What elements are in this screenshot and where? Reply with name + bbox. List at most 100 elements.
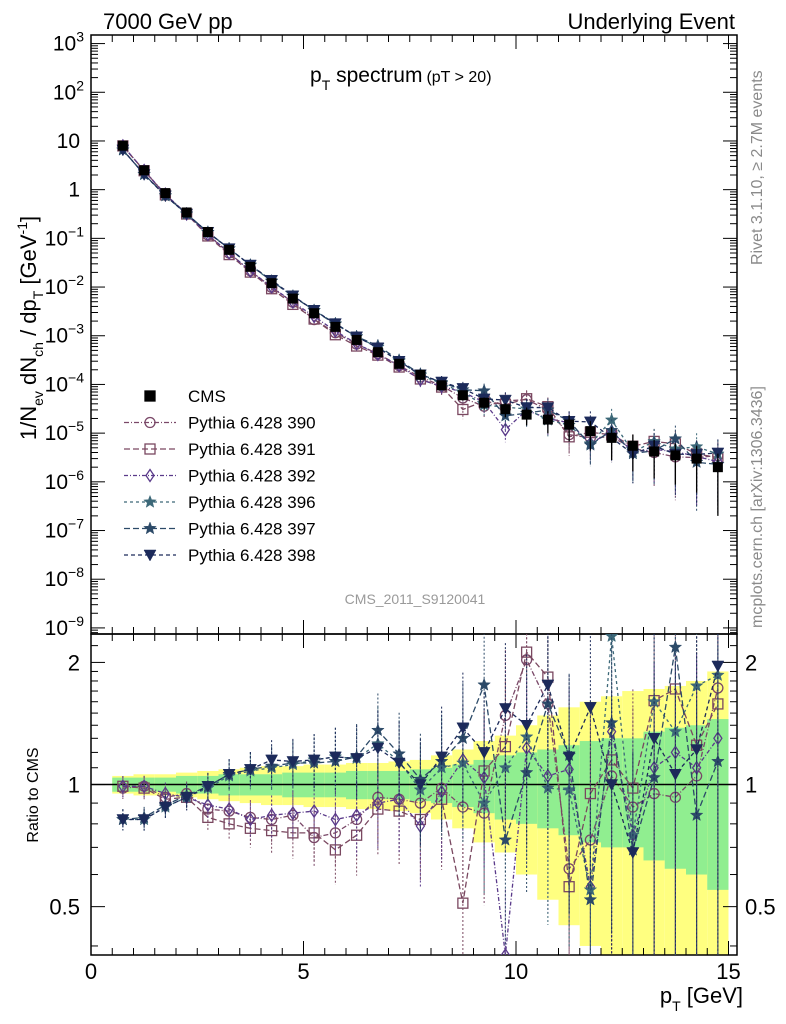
ratio-point	[604, 715, 619, 729]
ratio-point	[371, 742, 385, 755]
data-point	[585, 426, 596, 437]
legend-marker	[143, 494, 157, 508]
ratio-point	[456, 722, 470, 735]
mcplots-url-label: mcplots.cern.ch [arXiv:1306.3436]	[749, 386, 766, 628]
ratio-point	[606, 724, 617, 739]
x-tick-label: 0	[85, 959, 97, 984]
data-point	[287, 293, 298, 304]
ratio-point	[583, 892, 598, 906]
ratio-point	[224, 801, 234, 817]
ratio-point	[137, 814, 151, 827]
series-point	[711, 447, 725, 460]
ratio-point	[647, 770, 661, 784]
ratio-point	[203, 797, 213, 813]
ratio-frame	[90, 633, 738, 956]
ratio-point	[647, 733, 661, 745]
ratio-tick-label-right: 0.5	[745, 895, 776, 920]
xlabel-main: p	[660, 983, 672, 1008]
ratio-point	[498, 703, 512, 715]
ratio-point	[351, 808, 362, 823]
data-point	[670, 450, 681, 461]
ratio-point	[307, 754, 321, 767]
ratio-point	[158, 801, 172, 814]
series-point	[498, 394, 512, 407]
legend-label: Pythia 6.428 398	[188, 546, 316, 565]
legend-label: Pythia 6.428 397	[188, 520, 316, 539]
data-point	[160, 188, 171, 199]
ratio-point	[328, 751, 342, 764]
y-tick-label: 10−5	[45, 418, 85, 445]
data-point	[691, 453, 702, 464]
ratio-point	[266, 808, 277, 823]
ratio-point	[118, 779, 128, 794]
ratio-point	[392, 746, 406, 760]
legend-marker	[143, 549, 157, 562]
data-point	[627, 440, 638, 451]
ratio-point	[180, 792, 194, 804]
y-tick-label: 10	[57, 130, 80, 153]
series-line	[122, 145, 718, 459]
ratio-point	[457, 897, 469, 909]
series-point	[541, 402, 555, 415]
series-line	[122, 145, 718, 459]
title-main: p	[310, 64, 322, 87]
x-tick-label: 5	[297, 959, 309, 984]
data-point	[394, 358, 405, 369]
ratio-series-line	[122, 665, 719, 853]
data-point	[202, 227, 213, 238]
y-tick-label: 10−7	[45, 516, 85, 543]
ratio-point	[245, 812, 256, 827]
ratio-point	[605, 779, 619, 792]
ratio-point	[500, 947, 511, 955]
ratio-plot-series	[116, 634, 725, 955]
ratio-point	[498, 832, 513, 846]
ratio-tick-label: 1	[68, 773, 80, 798]
ratio-point	[371, 723, 385, 737]
ratio-point	[243, 764, 257, 776]
header-energy-label: 7000 GeV pp	[103, 9, 233, 34]
ratio-point	[711, 660, 725, 673]
ratio-tick-label: 2	[68, 650, 80, 675]
legend-label: Pythia 6.428 396	[188, 493, 316, 512]
x-axis-label: pT [GeV]	[660, 983, 743, 1014]
header-process-label: Underlying Event	[567, 9, 735, 34]
ratio-point	[668, 769, 682, 781]
series-line	[122, 149, 718, 456]
series-line	[122, 149, 719, 455]
ratio-point	[116, 814, 130, 827]
ratio-point	[413, 779, 427, 792]
legend-marker-data	[144, 390, 156, 402]
data-series	[117, 140, 723, 516]
ratio-point	[265, 754, 279, 767]
tick-labels: 0 5 10 1510310210110−110−210−310−410−510−61…	[45, 29, 776, 984]
ratio-axis-label: Ratio to CMS	[25, 747, 42, 842]
data-point	[224, 244, 235, 255]
y-tick-label: 10−6	[45, 467, 85, 494]
data-point	[542, 414, 553, 425]
data-point	[117, 140, 128, 151]
legend-label: Pythia 6.428 391	[188, 440, 316, 459]
legend-marker	[144, 416, 156, 429]
ratio-series-6	[116, 634, 725, 955]
legend-marker	[144, 443, 156, 455]
data-point	[181, 207, 192, 218]
series-point	[456, 383, 470, 395]
data-point	[415, 369, 426, 380]
ratio-point	[286, 756, 300, 768]
ratio-point	[201, 781, 215, 793]
ratio-point	[583, 702, 597, 714]
legend: CMS Pythia 6.428 390 Pythia 6.428 391 Pythi…	[124, 387, 316, 565]
x-tick-label: 15	[716, 959, 740, 984]
data-point	[500, 404, 511, 415]
xlabel-rest: [GeV]	[681, 983, 743, 1008]
y-tick-label: 10−8	[45, 564, 85, 591]
ratio-point	[477, 677, 491, 691]
ratio-point	[690, 744, 704, 757]
main-plot-series	[116, 138, 725, 516]
series-point	[457, 403, 469, 416]
y-tick-label: 1	[68, 179, 80, 202]
y-tick-label: 10−4	[45, 369, 85, 396]
data-point	[436, 380, 447, 391]
data-point	[649, 446, 660, 457]
ratio-point	[435, 751, 449, 764]
